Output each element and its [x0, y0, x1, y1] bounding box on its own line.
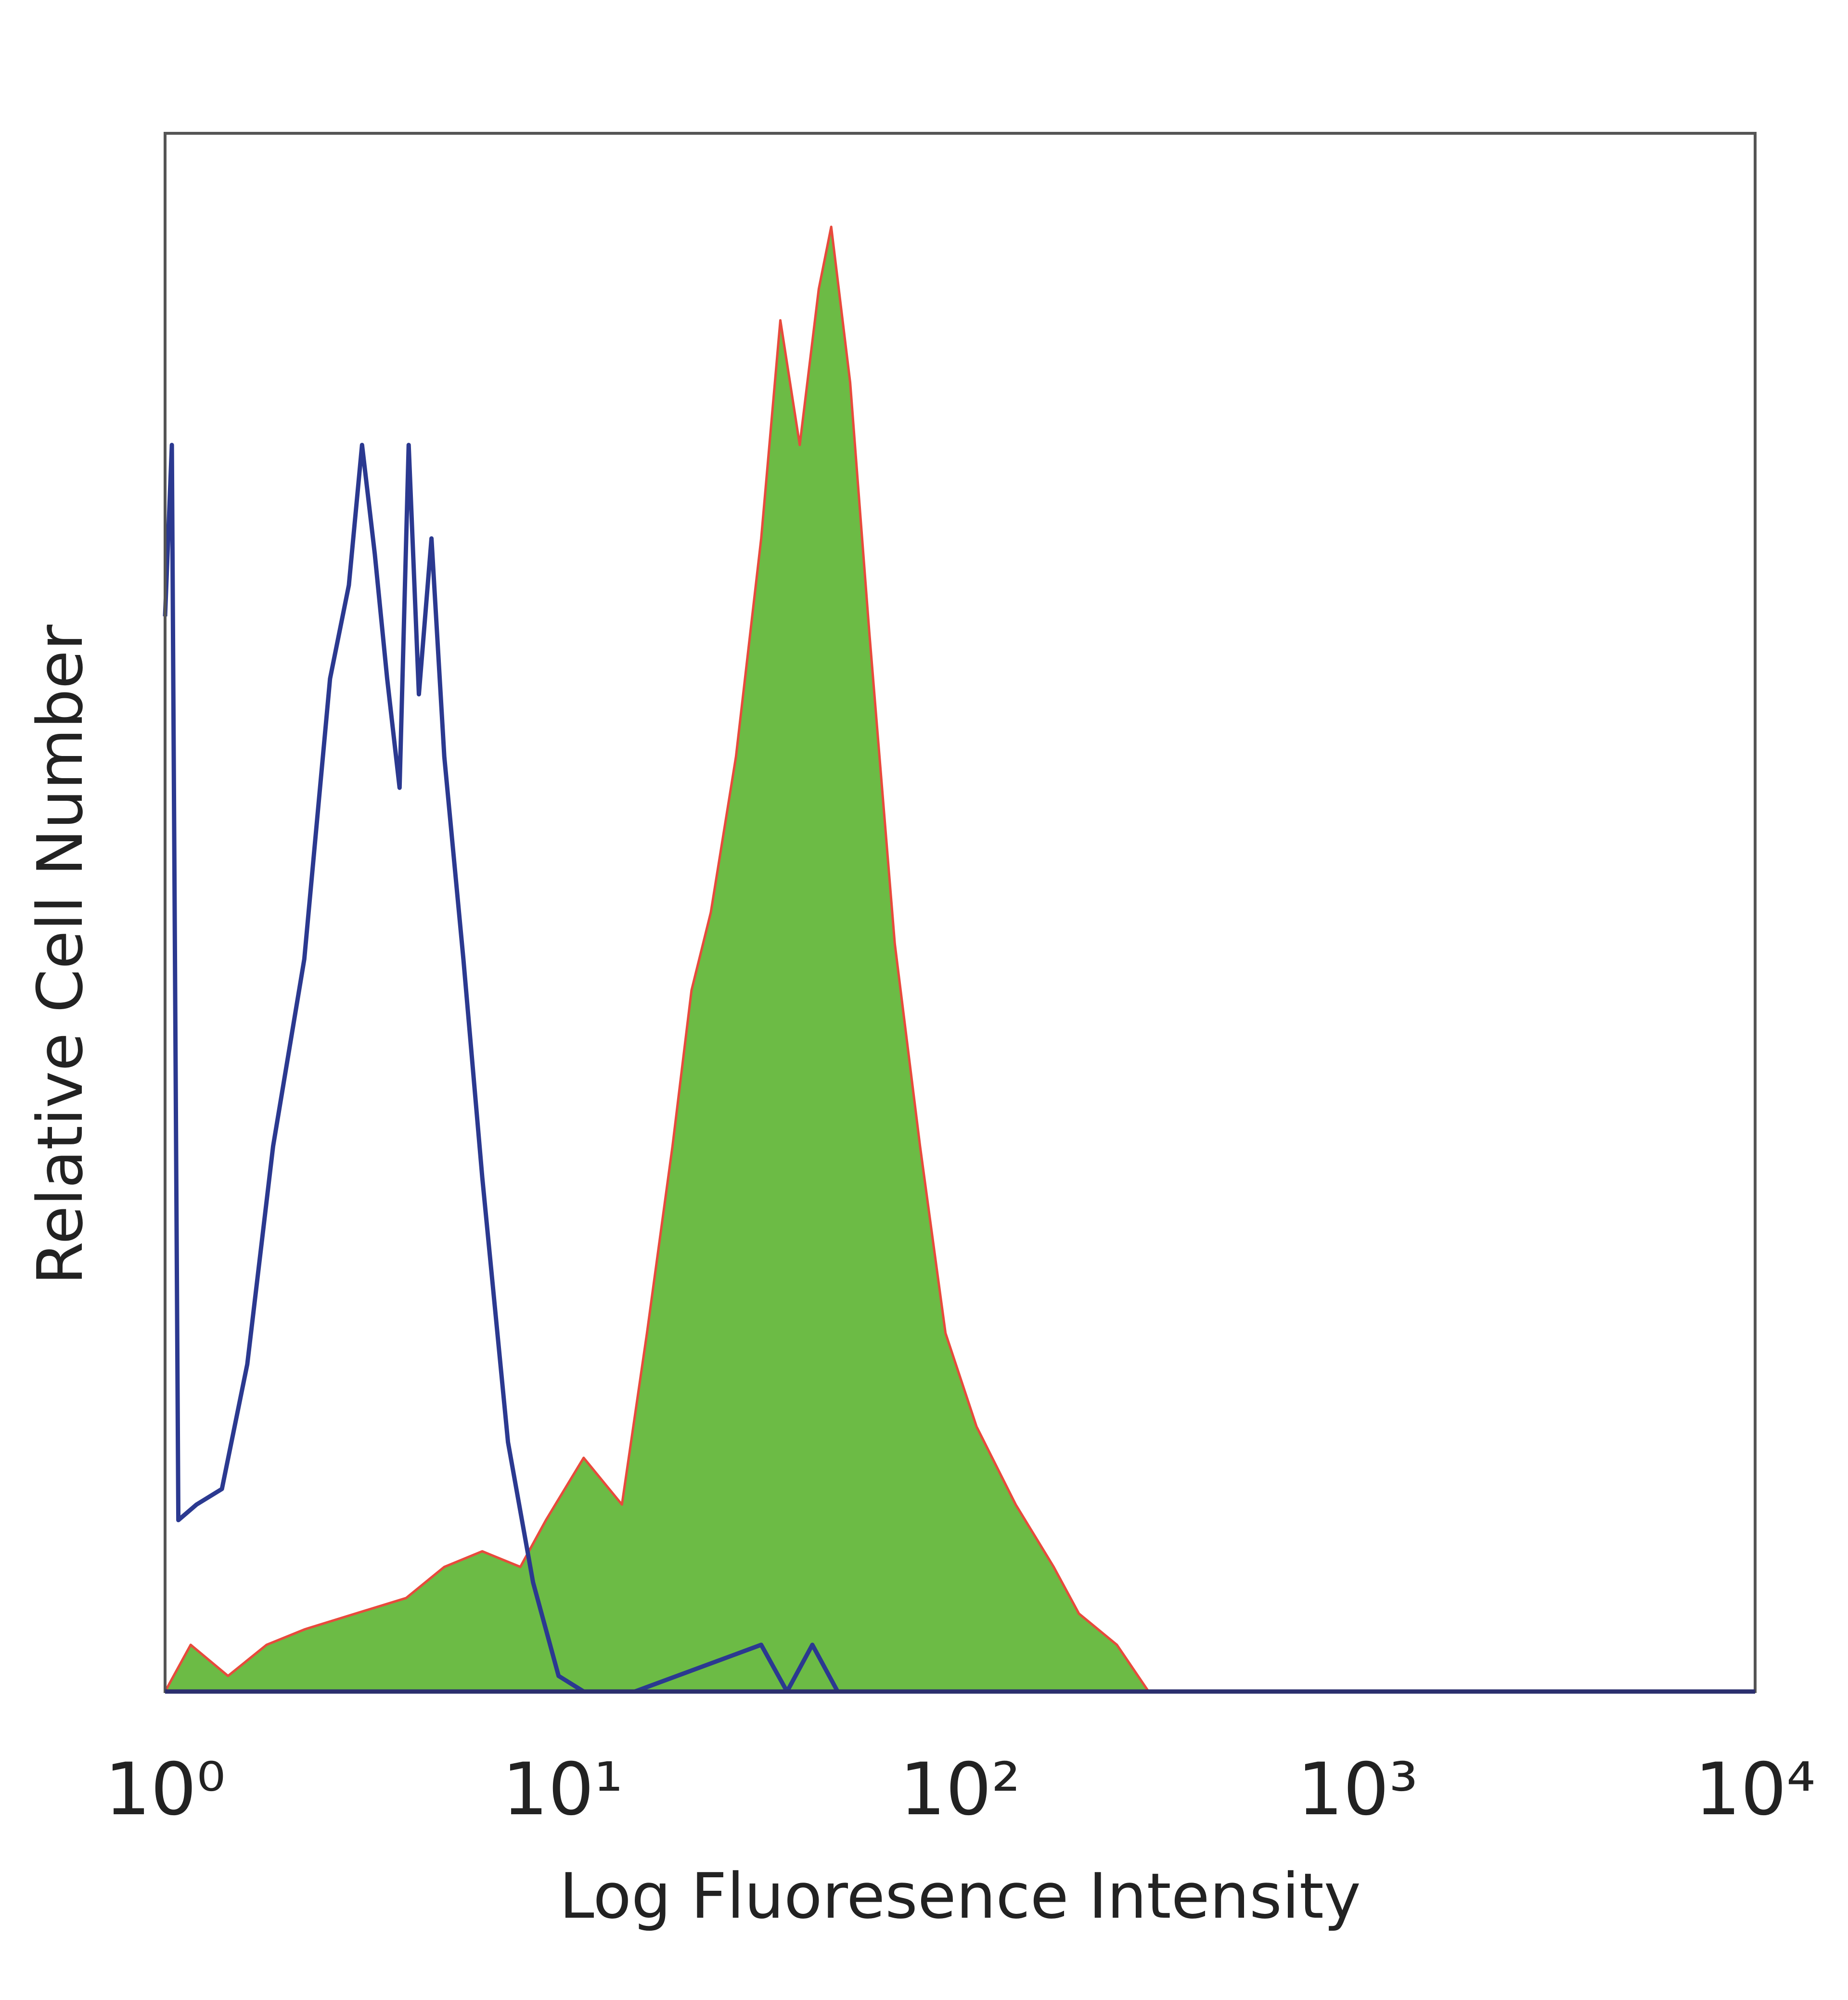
histogram-area	[164, 225, 1757, 1693]
x-tick-label: 10²	[899, 1748, 1020, 1832]
x-axis-label: Log Fluoresence Intensity	[559, 1859, 1361, 1933]
x-tick-label: 10¹	[502, 1748, 623, 1832]
y-axis-label: Relative Cell Number	[24, 624, 97, 1285]
x-tick-label: 10³	[1297, 1748, 1418, 1832]
x-tick-label: 10⁰	[104, 1748, 225, 1832]
x-tick-label: 10⁴	[1694, 1748, 1815, 1832]
histogram-line	[163, 443, 1755, 1694]
